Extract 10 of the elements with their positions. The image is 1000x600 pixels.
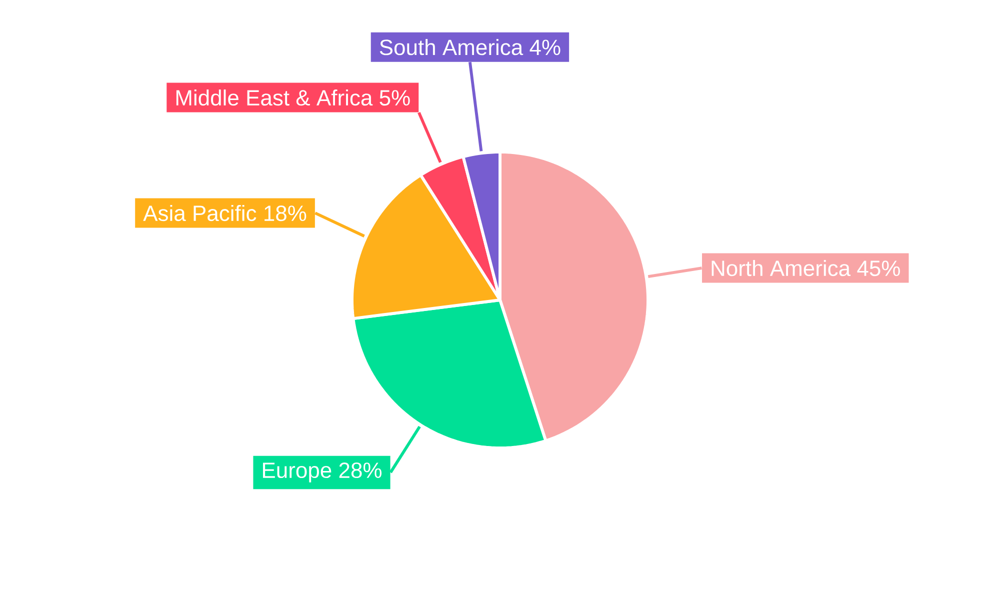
slice-label: Middle East & Africa (176, 89, 373, 106)
data-label: 4% (530, 40, 560, 56)
data-label: 45% (857, 260, 900, 276)
slice-label: South America (380, 39, 524, 56)
slice-label: North America (712, 260, 851, 276)
data-label: 28% (339, 462, 382, 478)
slice-label: Europe (263, 462, 332, 482)
slice-label: Asia Pacific (143, 204, 256, 222)
data-label: 5% (380, 90, 410, 106)
data-label: 18% (264, 206, 306, 222)
